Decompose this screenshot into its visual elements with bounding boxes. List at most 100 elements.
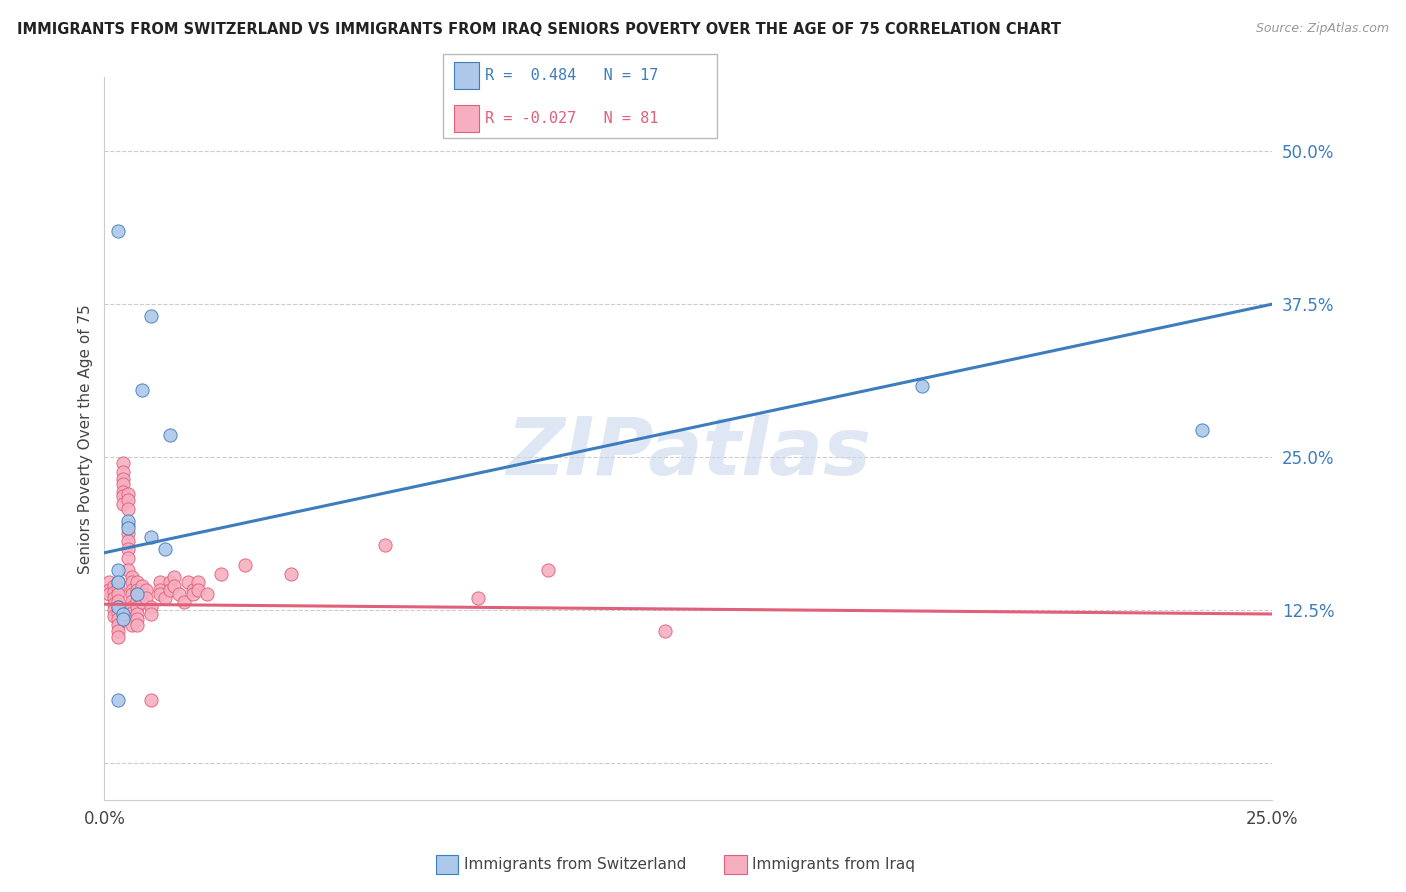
Point [209,566,232,581]
Point [187,582,209,597]
Point [117,487,139,501]
Point [98,587,121,601]
Text: ZIPatlas: ZIPatlas [506,414,870,492]
Point [153,542,176,557]
Point [117,521,139,535]
Point [107,606,129,620]
Point [181,587,204,601]
Point [117,493,139,508]
Point [98,575,121,590]
Point [187,575,209,590]
Point [131,383,153,397]
Point [103,603,125,617]
Text: Source: ZipAtlas.com: Source: ZipAtlas.com [1256,22,1389,36]
Point [121,582,143,597]
Point [121,575,143,590]
Point [135,591,157,605]
Text: R =  0.484   N = 17: R = 0.484 N = 17 [485,69,658,83]
Point [131,579,153,593]
Point [112,612,135,626]
Point [121,618,143,632]
Point [107,593,129,607]
Point [121,606,143,620]
Point [112,477,135,491]
Point [127,593,149,607]
Point [233,558,256,572]
Point [117,526,139,541]
Y-axis label: Seniors Poverty Over the Age of 75: Seniors Poverty Over the Age of 75 [79,304,93,574]
Point [127,587,149,601]
Point [537,563,560,577]
Point [127,612,149,626]
Point [112,497,135,511]
Point [163,570,186,584]
Point [107,692,129,706]
Point [112,490,135,504]
Point [112,465,135,479]
Point [103,609,125,624]
Point [139,310,162,324]
Point [107,618,129,632]
Point [107,563,129,577]
Point [127,599,149,614]
Point [112,607,135,621]
Point [131,595,153,609]
Point [107,575,129,590]
Point [107,587,129,601]
Text: Immigrants from Iraq: Immigrants from Iraq [752,857,915,871]
Point [139,530,162,544]
Point [149,575,172,590]
Point [127,618,149,632]
Point [195,587,218,601]
Point [911,379,934,393]
Point [103,585,125,599]
Point [107,624,129,639]
Point [107,582,129,596]
Point [153,591,176,605]
Point [127,575,149,590]
Text: R = -0.027   N = 81: R = -0.027 N = 81 [485,112,658,126]
Point [173,595,195,609]
Point [149,587,172,601]
Point [121,587,143,601]
Point [181,582,204,597]
Point [159,428,181,442]
Point [121,599,143,614]
Point [107,599,129,614]
Text: Immigrants from Switzerland: Immigrants from Switzerland [464,857,686,871]
Point [135,582,157,597]
Text: IMMIGRANTS FROM SWITZERLAND VS IMMIGRANTS FROM IRAQ SENIORS POVERTY OVER THE AGE: IMMIGRANTS FROM SWITZERLAND VS IMMIGRANT… [17,22,1062,37]
Point [159,575,181,590]
Point [121,570,143,584]
Point [107,223,129,237]
Point [139,607,162,621]
Point [117,542,139,557]
Point [112,456,135,470]
Point [467,591,489,605]
Point [117,514,139,528]
Point [163,579,186,593]
Point [167,587,190,601]
Point [139,692,162,706]
Point [117,533,139,548]
Point [107,612,129,626]
Point [127,607,149,621]
Point [1191,423,1213,437]
Point [117,563,139,577]
Point [112,484,135,499]
Point [131,587,153,601]
Point [103,579,125,593]
Point [107,599,129,614]
Point [117,517,139,532]
Point [103,597,125,611]
Point [149,582,172,597]
Point [654,624,676,639]
Point [177,575,200,590]
Point [121,612,143,626]
Point [107,575,129,590]
Point [127,587,149,601]
Point [139,599,162,614]
Point [107,630,129,644]
Point [280,566,302,581]
Point [127,582,149,597]
